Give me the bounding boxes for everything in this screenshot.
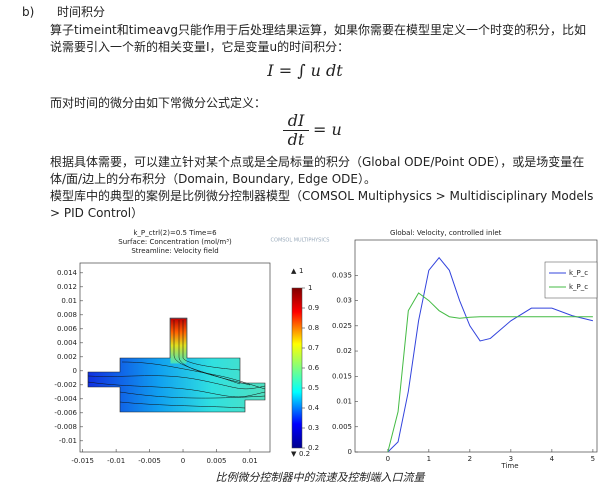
y-tick-label: 0.008 <box>57 311 77 319</box>
colorbar-max: 1 <box>299 267 303 275</box>
y-tick-label: 0 <box>73 367 77 375</box>
numerator: dI <box>283 112 309 131</box>
y-tick-label: 0.005 <box>332 423 352 431</box>
line-series <box>387 256 594 453</box>
y-tick-label: 0.015 <box>332 372 352 380</box>
colorbar <box>291 287 303 449</box>
y-tick-label: 0.002 <box>57 353 77 361</box>
paragraph: 算子timeint和timeavg只能作用于后处理结果运算，如果你需要在模型里定… <box>50 23 586 54</box>
x-axis-label: Time <box>500 462 518 470</box>
y-tick-label: 0.012 <box>57 283 77 291</box>
caption: 比例微分控制器中的流速及控制端入口流量 <box>215 471 425 484</box>
plot-title: Global: Velocity, controlled inlet <box>390 229 502 237</box>
y-tick-label: 0.03 <box>336 297 352 305</box>
colorbar-label: 0.3 <box>308 424 319 432</box>
colorbar-min: 0.2 <box>299 450 310 458</box>
colorbar-label: 0.2 <box>308 444 319 452</box>
x-tick-label: 1 <box>427 455 431 463</box>
y-tick-label: 0.014 <box>57 269 78 277</box>
colorbar-label: 1 <box>308 284 312 292</box>
colorbar-label: 0.9 <box>308 304 319 312</box>
x-tick-label: -0.005 <box>138 457 161 465</box>
formula-fraction: dI dt <box>283 112 309 149</box>
plot-title: k_P_ctrl(2)=0.5 Time=6 <box>133 229 217 237</box>
colorbar-label: 0.5 <box>308 384 319 392</box>
max-marker: ▲ <box>291 267 297 275</box>
legend-label: k_P_c <box>569 283 588 291</box>
formula: I = ∫ u dt <box>267 61 343 80</box>
y-tick-label: 0.01 <box>61 297 77 305</box>
x-tick-label: -0.01 <box>107 457 125 465</box>
y-tick-label: 0.006 <box>57 325 78 333</box>
y-tick-label: 0.01 <box>336 398 352 406</box>
x-tick-label: 4 <box>550 455 555 463</box>
min-marker: ▼ <box>291 450 297 458</box>
streamlines <box>87 320 266 409</box>
x-tick-label: 0 <box>181 457 185 465</box>
inlet-stem <box>170 318 187 364</box>
formula-rhs: = u <box>313 120 342 139</box>
x-tick-label: 0.01 <box>242 457 258 465</box>
x-tick-label: -0.015 <box>71 457 94 465</box>
y-tick-label: -0.008 <box>54 423 77 431</box>
line-series <box>387 292 593 453</box>
watermark: COMSOL MULTIPHYSICS <box>271 238 330 244</box>
x-tick-label: 2 <box>468 455 472 463</box>
x-tick-label: 5 <box>591 455 595 463</box>
y-tick-label: -0.006 <box>54 409 77 417</box>
geometry <box>87 317 266 413</box>
colorbar-label: 0.8 <box>308 324 319 332</box>
x-tick-label: 0.005 <box>206 457 226 465</box>
y-tick-label: 0.035 <box>332 271 352 279</box>
colorbar-label: 0.7 <box>308 344 319 352</box>
x-tick-label: 3 <box>509 455 513 463</box>
heading-title: 时间积分 <box>57 5 106 19</box>
denominator: dt <box>287 130 305 149</box>
y-tick-label: 0 <box>348 448 352 456</box>
y-tick-label: -0.01 <box>59 437 77 445</box>
paragraph: 模型库中的典型的案例是比例微分控制器模型（COMSOL Multiphysics… <box>50 189 594 220</box>
colorbar-label: 0.6 <box>308 364 320 372</box>
colorbar-label: 0.4 <box>308 404 320 412</box>
plot-title: Streamline: Velocity field <box>131 247 218 255</box>
heading-label: b) <box>22 5 35 19</box>
y-tick-label: 0.02 <box>336 347 352 355</box>
y-tick-label: 0.025 <box>332 322 352 330</box>
legend <box>544 261 598 299</box>
legend-label: k_P_c <box>569 269 588 277</box>
paragraph: 根据具体需要，可以建立针对某个点或是全局标量的积分（Global ODE/Poi… <box>50 155 585 186</box>
y-tick-label: -0.004 <box>54 395 77 403</box>
plot-title: Surface: Concentration (mol/m³) <box>118 238 232 246</box>
x-tick-label: 0 <box>386 455 390 463</box>
paragraph: 而对时间的微分由如下常微分公式定义： <box>50 96 267 110</box>
y-tick-label: -0.002 <box>54 381 77 389</box>
y-tick-label: 0.004 <box>57 339 78 347</box>
